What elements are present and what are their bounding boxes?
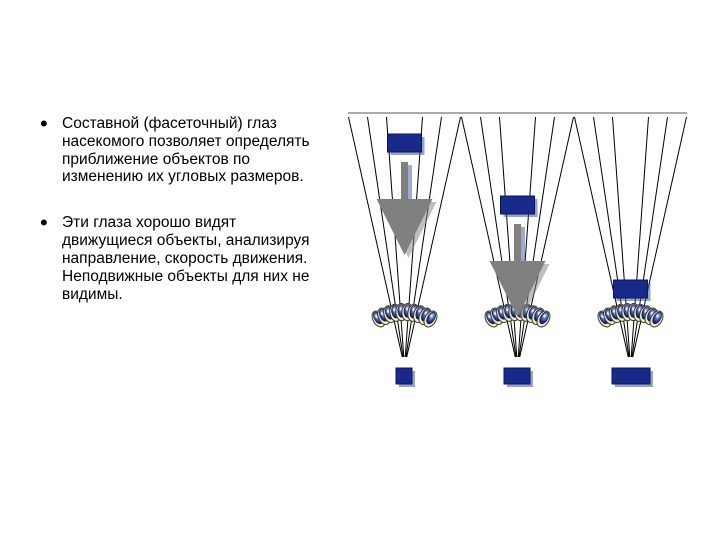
diagram-column xyxy=(348,112,688,412)
text-column: • Составной (фасеточный) глаз насекомого… xyxy=(40,115,325,331)
bullet-text-1: Составной (фасеточный) глаз насекомого п… xyxy=(62,115,325,186)
bullet-dot-icon: • xyxy=(40,115,62,186)
bullet-dot-icon: • xyxy=(40,214,62,303)
bullet-item: • Составной (фасеточный) глаз насекомого… xyxy=(40,115,325,186)
compound-eye-diagram xyxy=(348,112,688,412)
page: • Составной (фасеточный) глаз насекомого… xyxy=(0,0,720,540)
bullet-text-2: Эти глаза хорошо видят движущиеся объект… xyxy=(62,214,325,303)
bullet-item: • Эти глаза хорошо видят движущиеся объе… xyxy=(40,214,325,303)
